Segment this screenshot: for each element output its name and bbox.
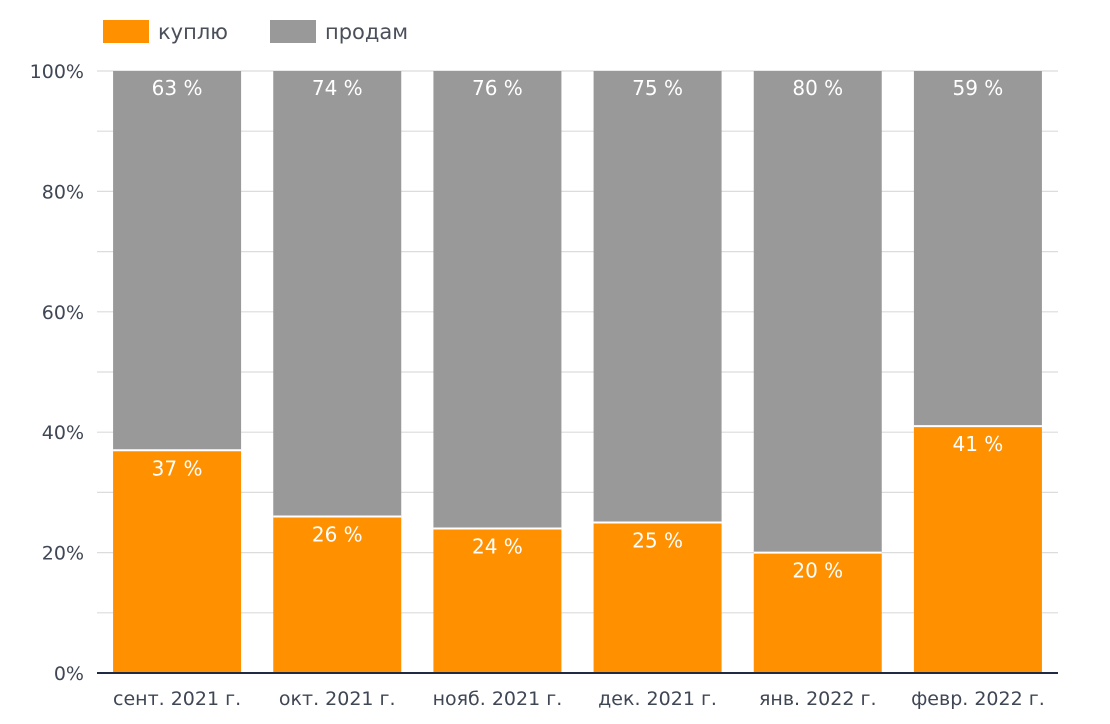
grid-lines — [97, 70, 1058, 674]
data-label-kuplyu: 37 % — [152, 456, 203, 480]
data-label-kuplyu: 25 % — [632, 529, 683, 553]
data-label-prodam: 76 % — [472, 76, 523, 100]
bar-kuplyu — [433, 528, 562, 673]
bar-prodam — [433, 71, 562, 529]
x-tick-label: янв. 2022 г. — [759, 688, 877, 710]
bar-kuplyu — [913, 426, 1042, 673]
y-axis: 0% 20% 40% 60% 80% 100% — [30, 61, 84, 685]
y-tick-label: 100% — [30, 61, 84, 83]
x-tick-label: февр. 2022 г. — [911, 688, 1045, 710]
legend-swatch — [103, 20, 149, 43]
x-tick-label: окт. 2021 г. — [279, 688, 396, 710]
x-tick-label: дек. 2021 г. — [598, 688, 717, 710]
y-tick-label: 0% — [54, 663, 84, 685]
bar-prodam — [753, 71, 882, 553]
bar-prodam — [273, 71, 402, 517]
legend-label: продам — [325, 20, 408, 44]
bar-kuplyu — [113, 450, 242, 673]
data-label-prodam: 74 % — [312, 76, 363, 100]
x-tick-label: нояб. 2021 г. — [433, 688, 563, 710]
data-label-prodam: 63 % — [152, 76, 203, 100]
legend-swatch — [270, 20, 316, 43]
data-label-kuplyu: 41 % — [953, 432, 1004, 456]
y-tick-label: 60% — [42, 302, 84, 324]
data-label-kuplyu: 26 % — [312, 522, 363, 546]
data-label-prodam: 59 % — [953, 76, 1004, 100]
bar-kuplyu — [753, 552, 882, 673]
y-tick-label: 80% — [42, 181, 84, 203]
data-label-prodam: 75 % — [632, 76, 683, 100]
x-tick-label: сент. 2021 г. — [113, 688, 241, 710]
data-label-kuplyu: 20 % — [792, 559, 843, 583]
bar-prodam — [113, 71, 242, 451]
legend: куплю продам — [103, 20, 408, 44]
bar-prodam — [913, 71, 1042, 427]
data-label-prodam: 80 % — [792, 76, 843, 100]
bar-kuplyu — [273, 516, 402, 673]
x-axis: сент. 2021 г. окт. 2021 г. нояб. 2021 г. де… — [97, 672, 1058, 710]
bar-kuplyu — [593, 522, 722, 673]
y-tick-label: 40% — [42, 422, 84, 444]
data-label-kuplyu: 24 % — [472, 535, 523, 559]
bar-prodam — [593, 71, 722, 523]
legend-label: куплю — [158, 20, 228, 44]
y-tick-label: 20% — [42, 543, 84, 565]
bars — [113, 71, 1042, 673]
bar-labels: 37 % 63 % 26 % 74 % 24 % 76 % 25 % 75 % 20 % 80 %… — [152, 76, 1004, 583]
